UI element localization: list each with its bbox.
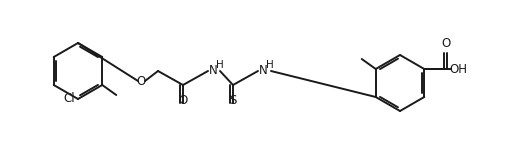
- Text: OH: OH: [449, 62, 467, 75]
- Text: S: S: [230, 94, 237, 107]
- Text: N: N: [259, 63, 268, 76]
- Text: N: N: [209, 63, 218, 76]
- Text: H: H: [216, 60, 224, 70]
- Text: O: O: [441, 37, 450, 50]
- Text: Cl: Cl: [64, 93, 75, 106]
- Text: O: O: [136, 75, 146, 88]
- Text: H: H: [266, 60, 273, 70]
- Text: O: O: [178, 94, 188, 107]
